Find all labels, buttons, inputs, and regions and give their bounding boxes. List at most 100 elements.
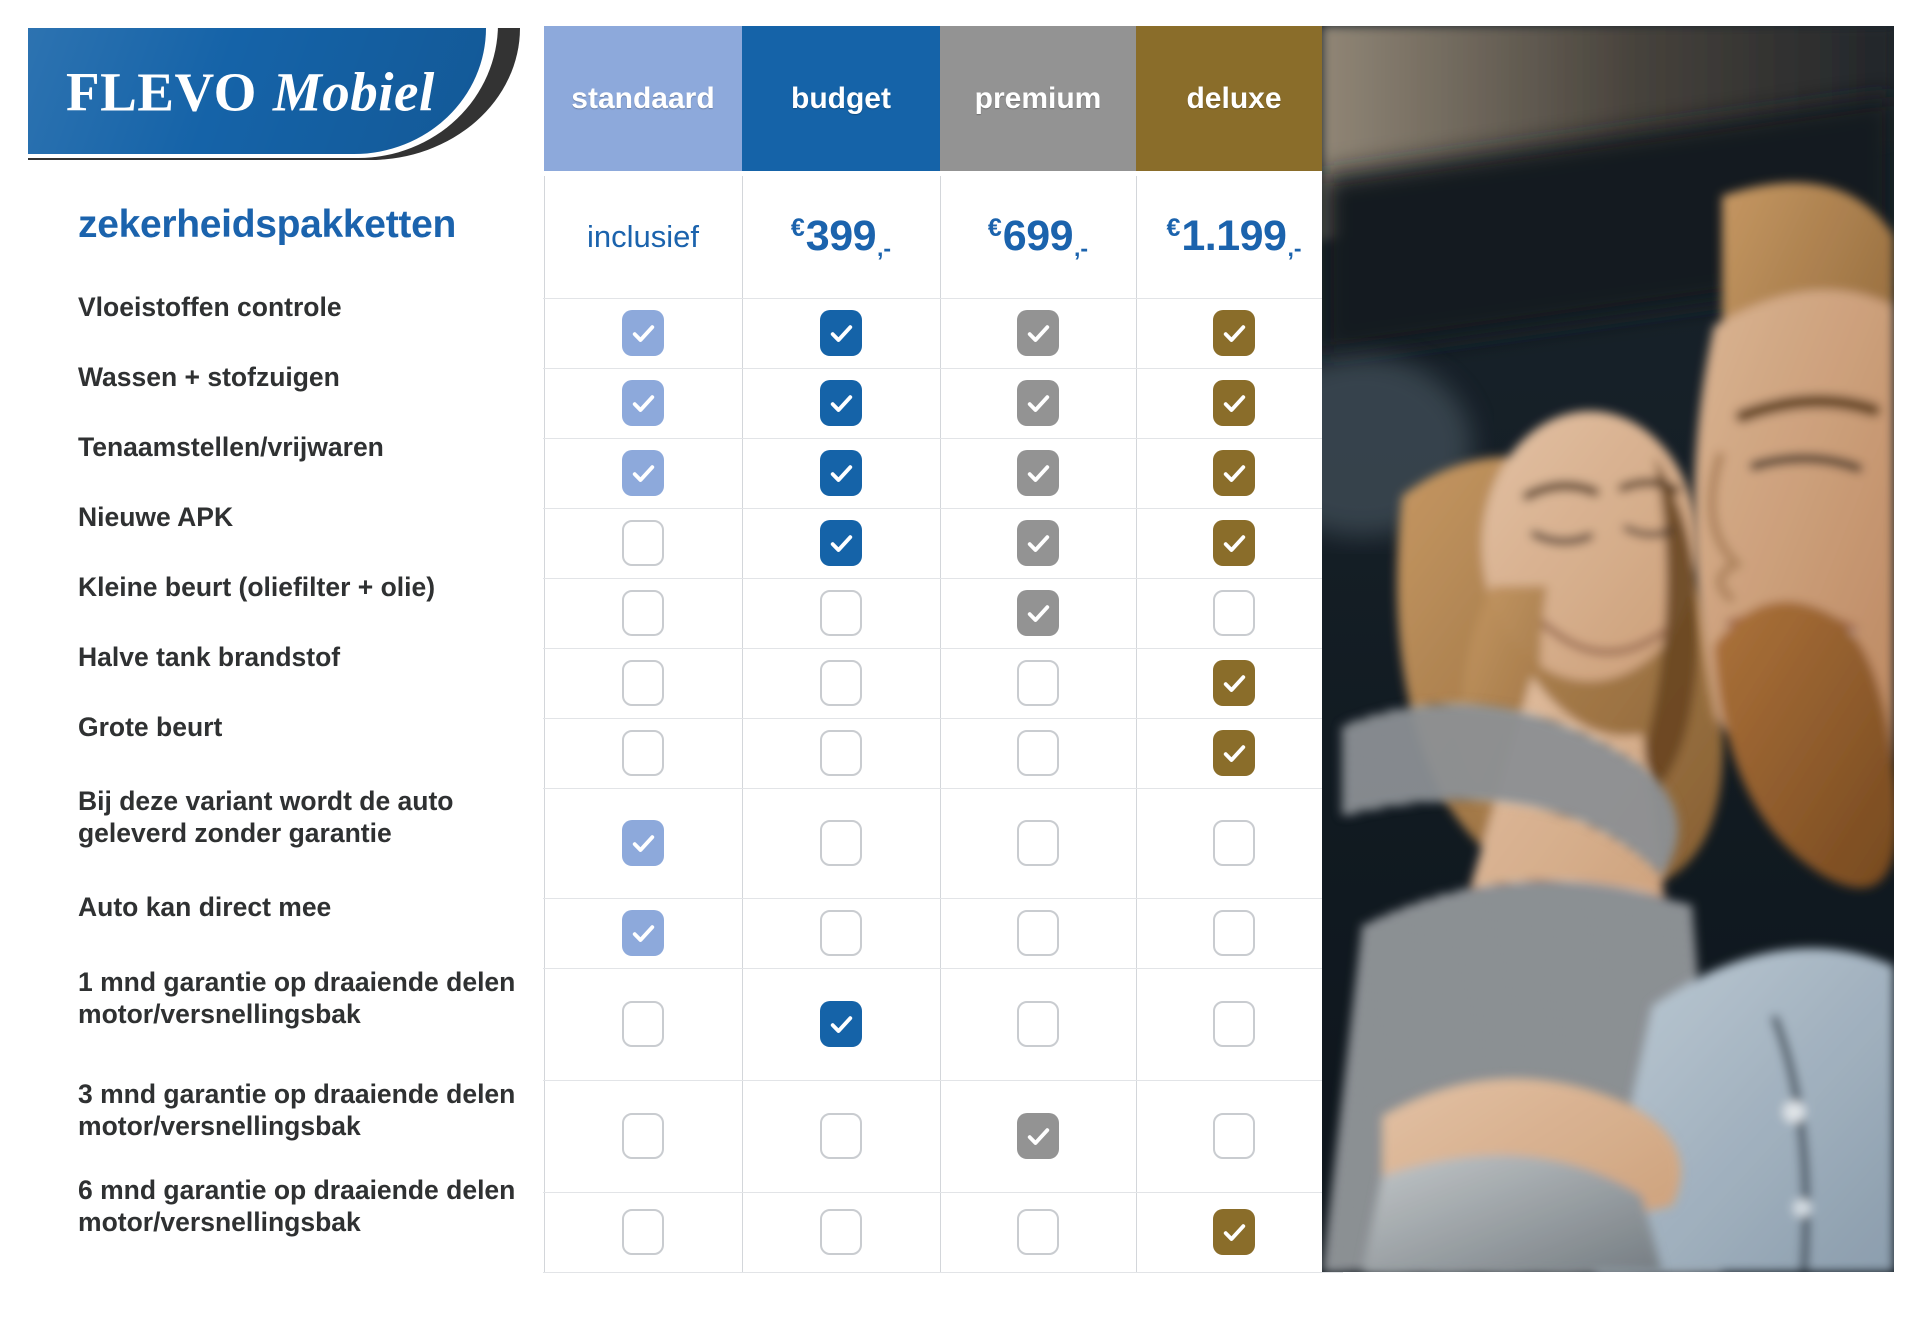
checkbox-unchecked-budget[interactable] <box>820 660 862 706</box>
checkbox-unchecked-budget[interactable] <box>820 590 862 636</box>
checkbox-unchecked-deluxe[interactable] <box>1213 910 1255 956</box>
price-amount: 1.199 <box>1181 212 1287 260</box>
feature-label: Bij deze variant wordt de auto geleverd … <box>78 762 548 872</box>
column-header-premium[interactable]: premium <box>940 26 1136 171</box>
checkbox-unchecked-standaard[interactable] <box>622 520 664 566</box>
checkbox-unchecked-standaard[interactable] <box>622 1001 664 1047</box>
flevo-mobiel-logo[interactable]: FLEVO Mobiel <box>28 22 528 162</box>
checkbox-checked-premium[interactable] <box>1017 450 1059 496</box>
checkbox-unchecked-deluxe[interactable] <box>1213 820 1255 866</box>
column-header-label: premium <box>974 81 1102 115</box>
checkbox-unchecked-premium[interactable] <box>1017 1001 1059 1047</box>
checkbox-checked-premium[interactable] <box>1017 1113 1059 1159</box>
checkbox-unchecked-standaard[interactable] <box>622 660 664 706</box>
feature-label: Grote beurt <box>78 692 548 762</box>
price-amount: 699 <box>1002 212 1074 260</box>
checkbox-checked-standaard[interactable] <box>622 820 664 866</box>
checkbox-checked-premium[interactable] <box>1017 590 1059 636</box>
logo-blue-block <box>28 28 486 154</box>
checkbox-checked-deluxe[interactable] <box>1213 380 1255 426</box>
currency-symbol: € <box>790 214 805 242</box>
price-suffix: ,- <box>1287 235 1302 261</box>
feature-label-text: Nieuwe APK <box>78 501 234 532</box>
column-header-budget[interactable]: budget <box>742 26 940 171</box>
checkbox-unchecked-standaard[interactable] <box>622 590 664 636</box>
checkbox-checked-standaard[interactable] <box>622 450 664 496</box>
checkbox-unchecked-budget[interactable] <box>820 1113 862 1159</box>
row-divider <box>543 648 1343 649</box>
row-divider <box>543 438 1343 439</box>
feature-label: Tenaamstellen/vrijwaren <box>78 412 548 482</box>
logo-word-mobiel: Mobiel <box>272 61 435 123</box>
price-amount: 399 <box>805 212 877 260</box>
checkbox-checked-budget[interactable] <box>820 520 862 566</box>
column-header-deluxe[interactable]: deluxe <box>1136 26 1332 171</box>
feature-label: Kleine beurt (oliefilter + olie) <box>78 552 548 622</box>
checkbox-unchecked-premium[interactable] <box>1017 660 1059 706</box>
checkbox-checked-deluxe[interactable] <box>1213 310 1255 356</box>
row-divider <box>543 1272 1343 1273</box>
checkbox-checked-deluxe[interactable] <box>1213 730 1255 776</box>
checkbox-checked-deluxe[interactable] <box>1213 1209 1255 1255</box>
checkbox-checked-premium[interactable] <box>1017 310 1059 356</box>
feature-label-text: Auto kan direct mee <box>78 891 332 922</box>
checkbox-unchecked-deluxe[interactable] <box>1213 590 1255 636</box>
price-cell-budget: €399,- <box>742 176 940 298</box>
feature-label-text: 6 mnd garantie op draaiende delen motor/… <box>78 1174 516 1237</box>
row-divider <box>543 1080 1343 1081</box>
checkbox-checked-deluxe[interactable] <box>1213 660 1255 706</box>
price-cell-deluxe: €1.199,- <box>1136 176 1332 298</box>
column-header-label: deluxe <box>1186 81 1282 115</box>
checkbox-checked-deluxe[interactable] <box>1213 520 1255 566</box>
checkbox-unchecked-deluxe[interactable] <box>1213 1001 1255 1047</box>
row-divider <box>543 1192 1343 1193</box>
feature-label-text: Vloeistoffen controle <box>78 291 342 322</box>
checkbox-checked-deluxe[interactable] <box>1213 450 1255 496</box>
checkbox-unchecked-premium[interactable] <box>1017 910 1059 956</box>
row-divider <box>543 508 1343 509</box>
feature-label: Wassen + stofzuigen <box>78 342 548 412</box>
checkbox-unchecked-premium[interactable] <box>1017 820 1059 866</box>
price-value: €1.199,- <box>1166 212 1301 262</box>
checkbox-checked-standaard[interactable] <box>622 380 664 426</box>
price-suffix: ,- <box>877 235 892 261</box>
checkbox-checked-budget[interactable] <box>820 1001 862 1047</box>
checkbox-unchecked-budget[interactable] <box>820 820 862 866</box>
couple-in-car-photo <box>1322 26 1894 1272</box>
checkbox-unchecked-standaard[interactable] <box>622 1209 664 1255</box>
checkbox-unchecked-standaard[interactable] <box>622 730 664 776</box>
checkbox-checked-standaard[interactable] <box>622 310 664 356</box>
checkbox-checked-budget[interactable] <box>820 380 862 426</box>
checkbox-checked-premium[interactable] <box>1017 380 1059 426</box>
price-suffix: ,- <box>1074 235 1089 261</box>
price-cell-standaard: inclusief <box>544 176 742 298</box>
price-cell-premium: €699,- <box>940 176 1136 298</box>
checkbox-checked-premium[interactable] <box>1017 520 1059 566</box>
column-divider <box>1136 176 1137 1272</box>
column-header-standaard[interactable]: standaard <box>544 26 742 171</box>
checkbox-unchecked-premium[interactable] <box>1017 730 1059 776</box>
checkbox-checked-budget[interactable] <box>820 310 862 356</box>
checkbox-unchecked-budget[interactable] <box>820 910 862 956</box>
checkbox-unchecked-deluxe[interactable] <box>1213 1113 1255 1159</box>
column-header-label: standaard <box>571 81 715 115</box>
feature-label-text: 1 mnd garantie op draaiende delen motor/… <box>78 966 516 1029</box>
feature-label-text: Halve tank brandstof <box>78 641 341 672</box>
checkbox-checked-standaard[interactable] <box>622 910 664 956</box>
row-divider <box>543 718 1343 719</box>
checkbox-unchecked-premium[interactable] <box>1017 1209 1059 1255</box>
column-divider <box>544 176 545 1272</box>
price-text: inclusief <box>587 219 699 254</box>
checkbox-checked-budget[interactable] <box>820 450 862 496</box>
checkbox-unchecked-standaard[interactable] <box>622 1113 664 1159</box>
feature-label: Auto kan direct mee <box>78 872 548 942</box>
feature-label-text: Tenaamstellen/vrijwaren <box>78 431 384 462</box>
price-value: €699,- <box>988 212 1088 262</box>
feature-label: Vloeistoffen controle <box>78 272 548 342</box>
row-divider <box>543 898 1343 899</box>
row-divider <box>543 788 1343 789</box>
checkbox-unchecked-budget[interactable] <box>820 730 862 776</box>
checkbox-unchecked-budget[interactable] <box>820 1209 862 1255</box>
column-divider <box>940 176 941 1272</box>
